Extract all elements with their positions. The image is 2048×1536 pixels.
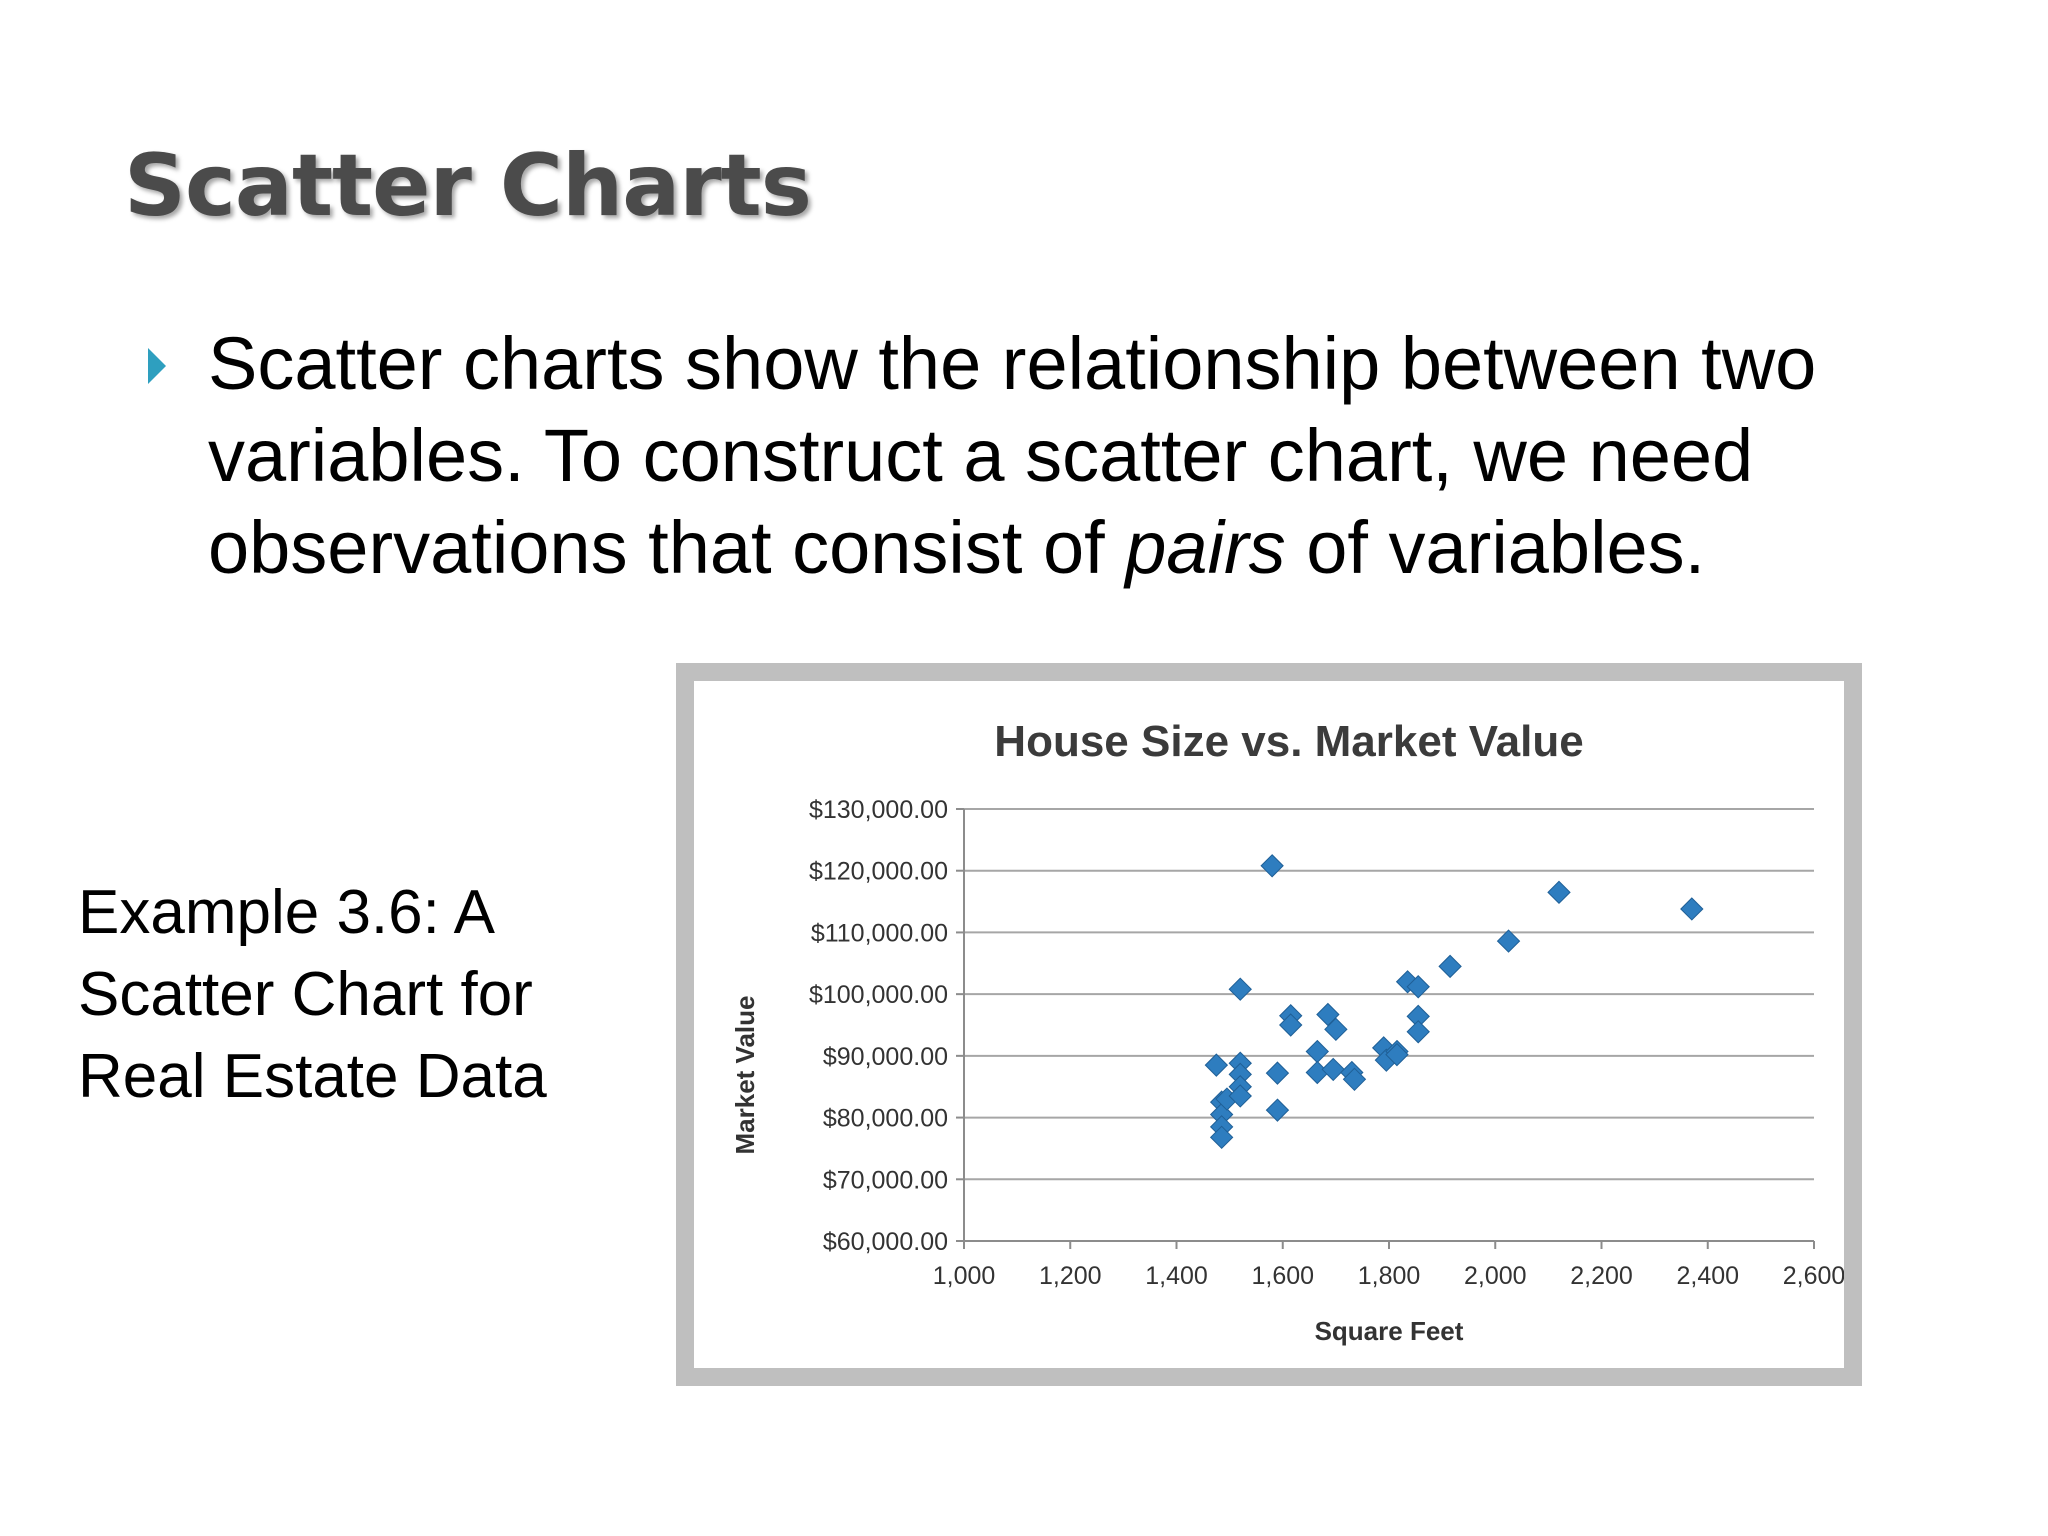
slide-title: Scatter Charts	[124, 136, 812, 236]
data-point	[1321, 1057, 1345, 1082]
x-tick-label: 2,600	[1783, 1262, 1844, 1290]
data-point	[1209, 1125, 1234, 1150]
data-point	[1680, 897, 1704, 921]
y-axis-label: Market Value	[730, 996, 760, 1155]
data-point	[1316, 1002, 1340, 1027]
data-point	[1406, 975, 1430, 999]
x-tick-label: 2,400	[1676, 1262, 1739, 1290]
data-point	[1260, 854, 1284, 878]
y-tick-label: $100,000.00	[809, 981, 948, 1009]
data-point	[1547, 880, 1571, 905]
y-tick-label: $110,000.00	[811, 919, 948, 947]
x-tick-label: 1,800	[1358, 1262, 1421, 1290]
x-tick-label: 1,200	[1039, 1262, 1102, 1290]
bullet-text-part1: Scatter charts show the relationship bet…	[208, 322, 1817, 589]
data-point	[1228, 1084, 1252, 1108]
x-tick-label: 2,000	[1464, 1262, 1527, 1290]
y-tick-label: $120,000.00	[809, 858, 948, 886]
y-tick-label: $90,000.00	[823, 1043, 948, 1071]
y-tick-label: $80,000.00	[823, 1105, 948, 1133]
chart-frame: House Size vs. Market Value $60,000.00 $7…	[676, 663, 1862, 1386]
x-tick-label: 2,200	[1570, 1262, 1633, 1290]
data-point	[1228, 977, 1252, 1001]
data-point	[1265, 1098, 1290, 1122]
y-tick-label: $60,000.00	[823, 1228, 948, 1256]
data-point	[1324, 1017, 1348, 1042]
data-point	[1305, 1039, 1329, 1064]
data-point	[1438, 954, 1462, 979]
data-point	[1204, 1053, 1229, 1077]
bullet-text-emphasis: pairs	[1125, 506, 1286, 589]
tick-labels: $60,000.00 $70,000.00 $80,000.00 $90,000.00…	[809, 796, 1844, 1290]
data-point	[1342, 1067, 1367, 1092]
bullet-text-part2: of variables.	[1285, 506, 1706, 589]
x-tick-label: 1,400	[1145, 1262, 1208, 1290]
data-point	[1279, 1013, 1303, 1037]
x-tick-label: 1,600	[1251, 1262, 1314, 1290]
y-tick-label: $130,000.00	[809, 796, 948, 824]
x-axis-label: Square Feet	[1315, 1316, 1464, 1346]
x-tick-label: 1,000	[933, 1262, 996, 1290]
data-point	[1385, 1042, 1409, 1067]
data-point	[1406, 1020, 1430, 1044]
example-caption: Example 3.6: A Scatter Chart for Real Es…	[78, 878, 547, 1111]
data-point	[1496, 929, 1521, 953]
bullet-point: Scatter charts show the relationship bet…	[148, 318, 1968, 594]
y-tick-label: $70,000.00	[823, 1166, 948, 1194]
gridlines	[964, 808, 1814, 1181]
scatter-chart: House Size vs. Market Value $60,000.00 $7…	[730, 717, 1844, 1346]
bullet-arrow-icon	[148, 348, 166, 384]
chart-title: House Size vs. Market Value	[994, 717, 1583, 766]
data-point	[1265, 1061, 1290, 1085]
bullet-text: Scatter charts show the relationship bet…	[208, 318, 1968, 594]
axes	[956, 808, 1815, 1249]
data-points	[1204, 854, 1704, 1150]
